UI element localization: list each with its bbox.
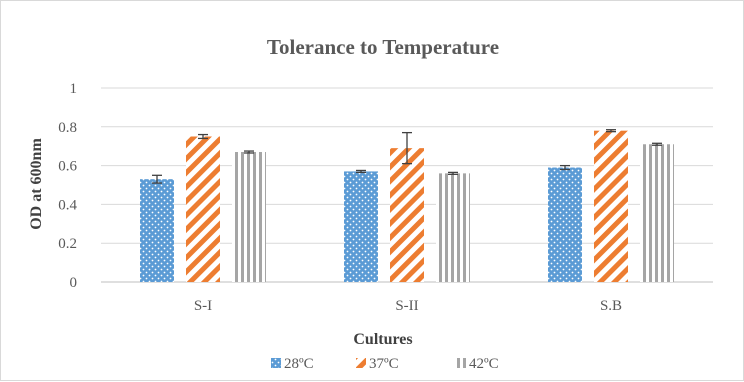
bar-sb-series-3 — [640, 144, 674, 282]
y-axis-ticks: 0 0.2 0.4 0.6 0.8 1 — [58, 81, 77, 291]
y-tick-label: 0.6 — [58, 159, 77, 175]
legend-item: 28ºC — [271, 356, 314, 372]
error-bar — [448, 171, 458, 175]
bar-sii-series-3 — [436, 173, 470, 282]
bar-si-series-1 — [140, 179, 174, 282]
x-category-label: S-II — [395, 298, 418, 314]
x-category-label: S.B — [600, 298, 622, 314]
y-tick-label: 0 — [70, 275, 78, 291]
bar-sb-series-1 — [548, 167, 582, 282]
bar-sii-series-1 — [344, 171, 378, 282]
legend: 28ºC 37ºC 42ºC — [271, 356, 499, 372]
bars — [140, 130, 674, 282]
error-bar — [402, 131, 412, 165]
y-axis-title: OD at 600nm — [28, 138, 45, 230]
legend-label: 37ºC — [369, 356, 399, 372]
y-tick-label: 0.2 — [58, 236, 77, 252]
x-category-label: S-I — [194, 298, 212, 314]
y-tick-label: 0.4 — [58, 197, 77, 213]
chart-title: Tolerance to Temperature — [267, 35, 499, 59]
legend-swatch — [271, 358, 281, 368]
error-bar — [560, 164, 570, 171]
legend-label: 28ºC — [284, 356, 314, 372]
bar-si-series-2 — [186, 136, 220, 282]
error-bar — [244, 150, 254, 154]
y-tick-label: 1 — [70, 81, 78, 97]
error-bar — [606, 129, 616, 133]
legend-swatch — [456, 358, 466, 368]
legend-swatch — [356, 358, 366, 368]
y-tick-label: 0.8 — [58, 120, 77, 136]
x-axis-categories: S-I S-II S.B — [194, 298, 622, 314]
x-axis-title: Cultures — [353, 331, 412, 348]
error-bar — [652, 142, 662, 146]
error-bars — [152, 129, 662, 184]
error-bar — [152, 174, 162, 184]
legend-item: 37ºC — [356, 356, 399, 372]
bar-si-series-3 — [232, 152, 266, 282]
bar-sb-series-2 — [594, 130, 628, 282]
error-bar — [198, 133, 208, 140]
bar-sii-series-2 — [390, 148, 424, 282]
legend-label: 42ºC — [469, 356, 499, 372]
legend-item: 42ºC — [456, 356, 499, 372]
error-bar — [356, 169, 366, 174]
